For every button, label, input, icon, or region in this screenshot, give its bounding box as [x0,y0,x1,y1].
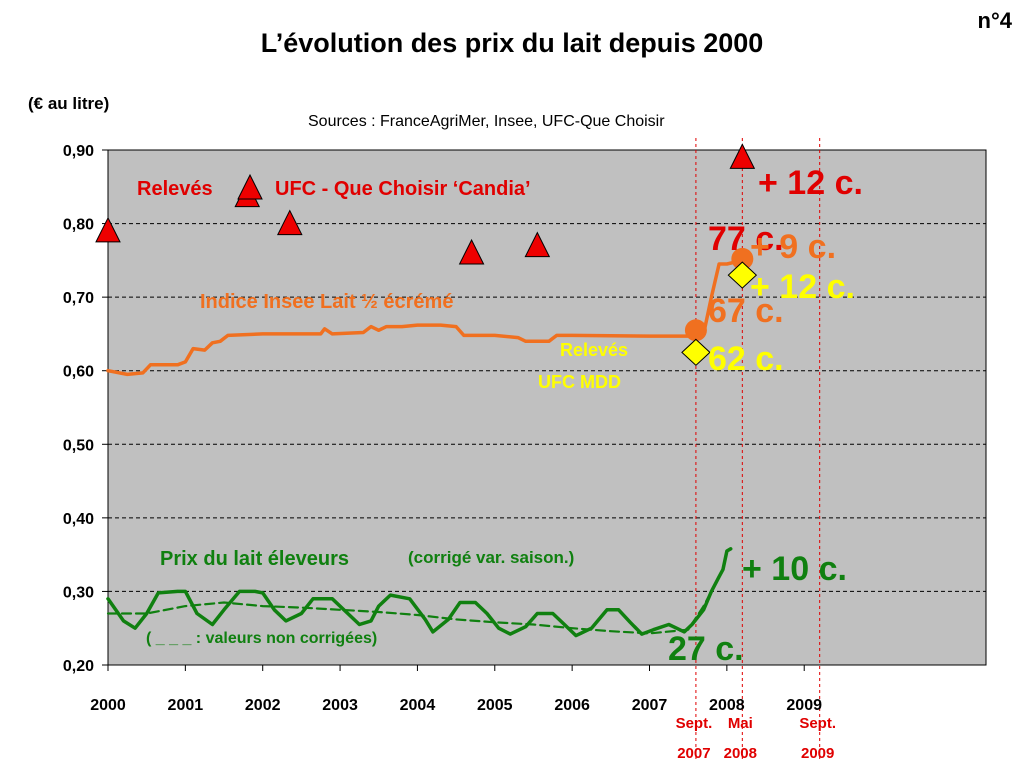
y-tick-label: 0,70 [63,290,94,307]
y-axis: 0,20 0,30 0,40 0,50 0,60 0,70 0,80 0,90 [63,143,108,675]
y-tick-label: 0,50 [63,437,94,454]
annot-red-plus: + 12 c. [758,164,863,202]
x-tick-label: 2005 [477,697,513,714]
annot-green-plus: + 10 c. [742,550,847,588]
unit-label: (€ au litre) [28,94,110,113]
x-tick-label: 2008 [709,697,745,714]
annot-yellow-plus: + 12 c. [750,268,855,306]
y-tick-label: 0,30 [63,584,94,601]
mdd-diamond [727,261,758,289]
ufc-candia-triangle [276,209,303,236]
x-tick-label: 2004 [400,697,436,714]
annot-yellow-62: 62 c. [708,340,784,378]
plot-area [107,149,987,666]
x-axis: 2000 2001 2002 2003 2004 2005 2006 2007 2008 2009 [90,664,986,714]
y-tick-label: 0,60 [63,364,94,381]
annot-orange-plus: + 9 c. [750,228,836,266]
ufc-candia-triangle [458,238,485,265]
series-line-orange-line [106,258,745,377]
sources-label: Sources : FranceAgriMer, Insee, UFC-Que … [308,113,665,130]
label-green-1: Prix du lait éleveurs [160,548,349,570]
date-marker-lines [695,138,821,762]
insee-point [731,247,754,270]
annot-green-27: 27 c. [668,630,744,668]
y-tick-label: 0,40 [63,511,94,528]
series-group [106,258,745,638]
y-tick-label: 0,20 [63,658,94,675]
ufc-candia-triangle [95,216,121,243]
x-tick-label: 2009 [786,697,822,714]
x-tick-label: 2003 [322,697,358,714]
mdd-diamond [681,338,711,367]
label-releves-ufc: Relevés [137,178,213,200]
series-line-green-thick [106,547,733,638]
annot-red-77: 77 c. [708,220,784,258]
y-tick-label: 0,90 [63,143,94,160]
date-marker-year: 2007 [677,745,710,762]
insee-point [684,319,707,342]
x-tick-label: 2001 [168,697,204,714]
slide-number: n°4 [977,8,1012,33]
mark-group [95,143,758,367]
ufc-candia-triangle [524,231,551,258]
x-tick-label: 2000 [90,697,126,714]
label-green-note: ( _ _ _ : valeurs non corrigées) [146,630,377,647]
ufc-candia-triangle [729,143,756,169]
date-marker-label: Sept. [799,715,836,732]
x-tick-label: 2007 [632,697,668,714]
gridlines [108,223,986,592]
x-tick-label: 2002 [245,697,281,714]
y-tick-label: 0,80 [63,217,94,234]
label-green-2: (corrigé var. saison.) [408,548,574,567]
legend-triangle [237,173,263,200]
label-releves-mdd-1: Relevés [560,340,628,360]
label-insee: Indice Insee Lait ½ écrémé [200,291,453,313]
annotation-group: Relevés UFC - Que Choisir ‘Candia’ Indic… [137,164,863,668]
date-marker-label: Sept. [676,715,713,732]
x-tick-label: 2006 [554,697,590,714]
date-marker-year: 2008 [724,745,757,762]
date-marker-year: 2009 [801,745,834,762]
label-ufc-candia: UFC - Que Choisir ‘Candia’ [275,178,531,200]
date-marker-labels: Sept. 2007 Mai 2008 Sept. 2009 [676,715,836,762]
label-releves-mdd-2: UFC MDD [538,372,621,392]
page-title: L’évolution des prix du lait depuis 2000 [260,28,764,58]
annot-orange-67: 67 c. [708,292,784,330]
date-marker-label: Mai [728,715,753,732]
